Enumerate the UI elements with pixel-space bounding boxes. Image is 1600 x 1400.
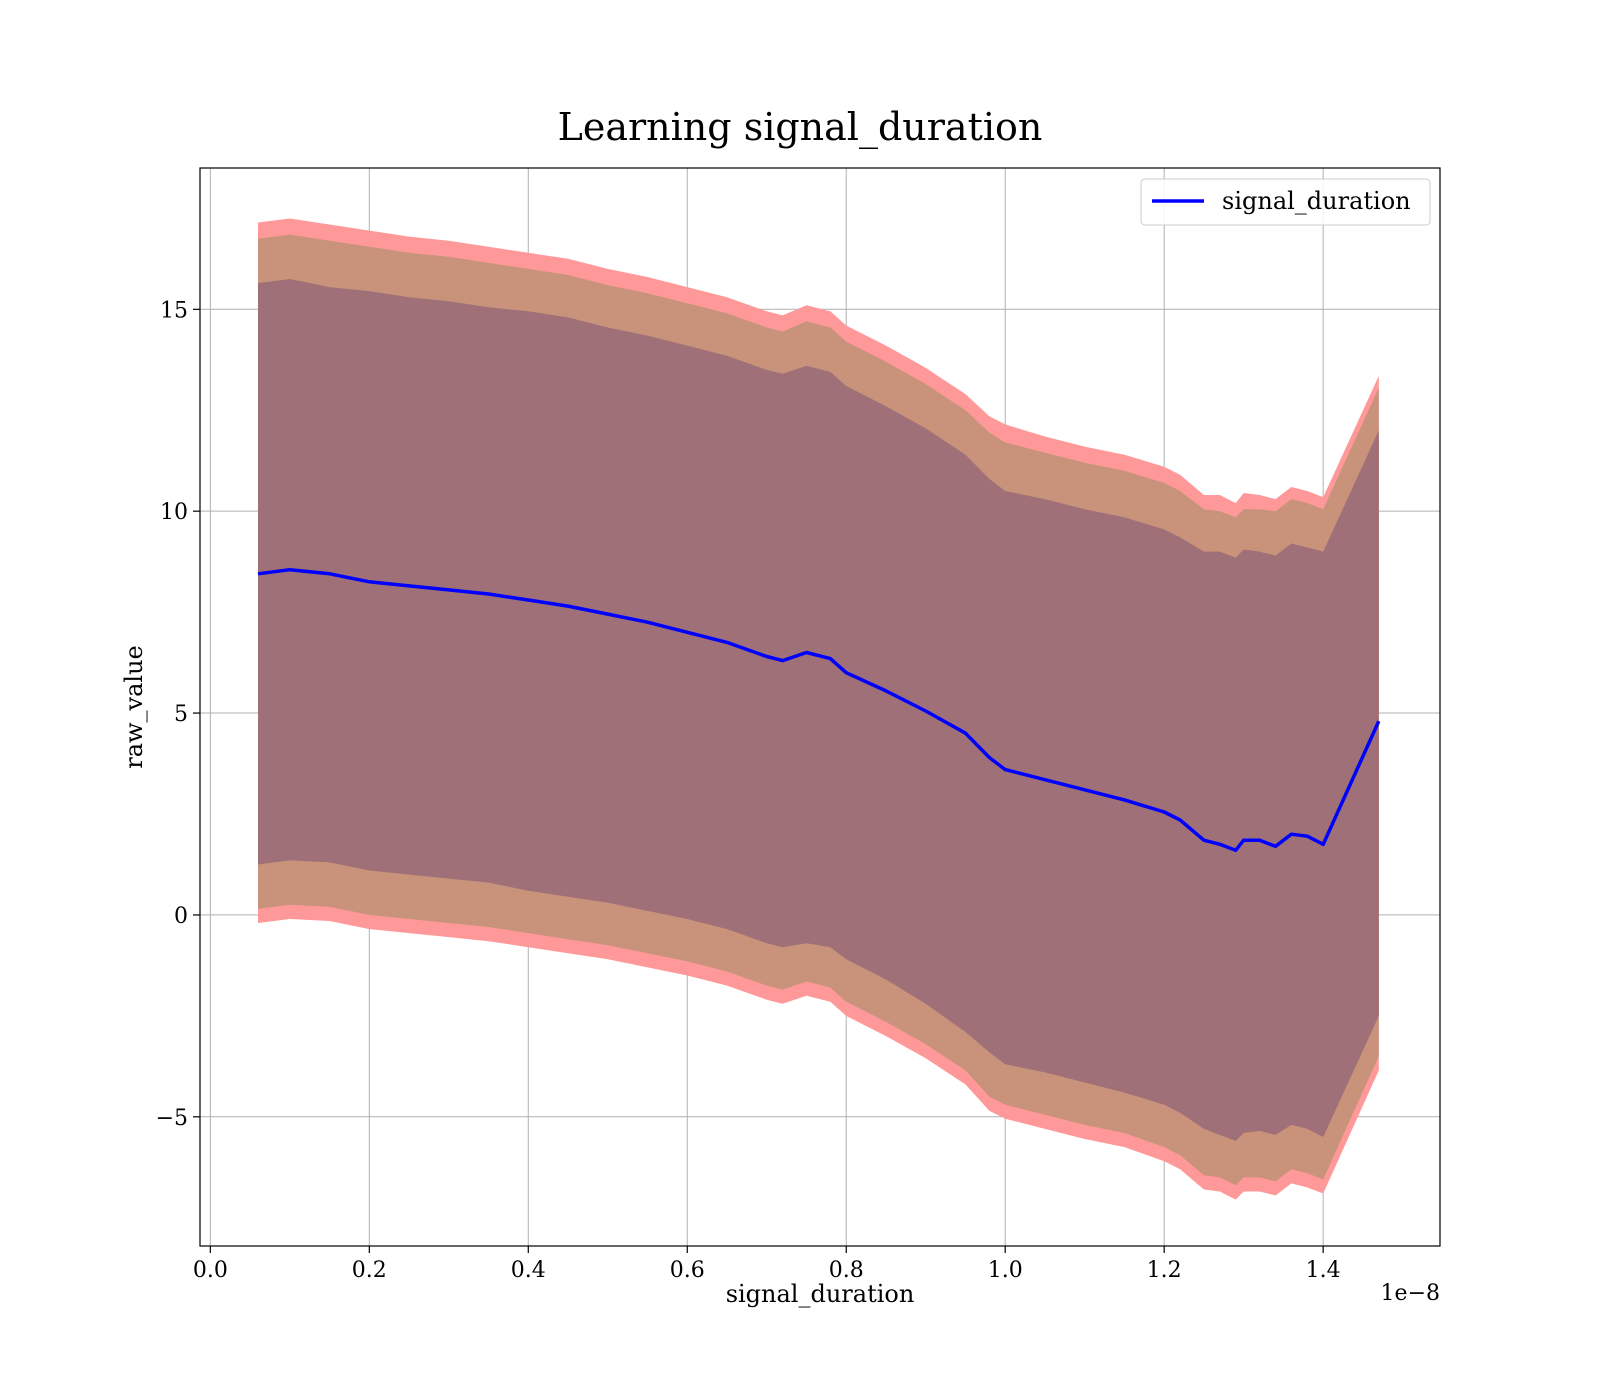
legend: signal_duration [1140,178,1431,226]
x-axis-ticks: 0.0 0.2 0.4 0.6 0.8 1.0 1.2 1.4 [193,1246,1341,1283]
bands [258,218,1379,1200]
x-tick-label-6: 1.2 [1147,1258,1182,1283]
x-tick-label-3: 0.6 [670,1258,705,1283]
x-offset-label: 1e−8 [1381,1281,1440,1306]
y-axis-label: raw_value [120,645,148,769]
legend-label-signal-duration: signal_duration [1222,187,1411,215]
x-tick-label-2: 0.4 [511,1258,546,1283]
x-axis-label: signal_duration [726,1280,915,1308]
y-axis-ticks: −5 0 5 10 15 [156,298,200,1131]
x-tick-label-1: 0.2 [352,1258,387,1283]
x-tick-label-0: 0.0 [193,1258,228,1283]
y-tick-label-0: −5 [156,1106,188,1131]
y-tick-label-4: 15 [160,298,188,323]
plot-frame [199,167,1441,1247]
series-line-signal-duration [257,567,1381,853]
series-lines [257,567,1381,853]
band-inner [258,279,1379,1141]
chart-title: Learning signal_duration [558,105,1043,150]
x-tick-label-5: 1.0 [988,1258,1023,1283]
legend-box [1140,178,1431,226]
y-tick-label-3: 10 [160,500,188,525]
x-tick-label-4: 0.8 [829,1258,864,1283]
y-tick-label-1: 0 [174,904,188,929]
x-tick-label-7: 1.4 [1306,1258,1341,1283]
y-tick-label-2: 5 [174,702,188,727]
